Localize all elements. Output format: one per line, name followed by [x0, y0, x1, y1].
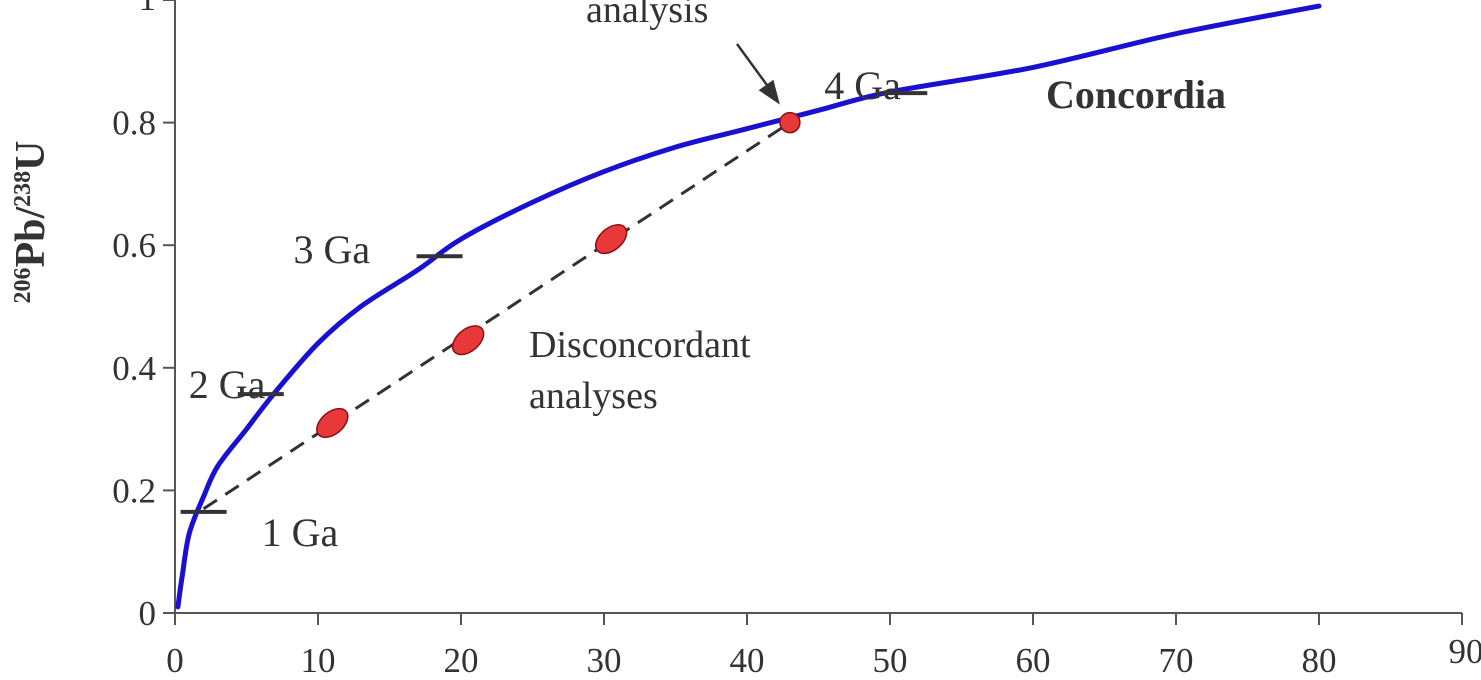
y-tick-label: 0.4	[112, 349, 156, 388]
age-marker-label: 2 Ga	[189, 362, 266, 407]
y-tick-label: 0.2	[112, 471, 156, 510]
x-ticks: 0 10 20 30 40 50 60 70 80 90	[166, 613, 1481, 680]
age-marker-label: 3 Ga	[294, 227, 371, 272]
x-tick-label: 10	[301, 641, 336, 680]
x-tick-label: 90	[1449, 632, 1481, 671]
age-markers: 1 Ga 2 Ga 3 Ga 4 Ga	[180, 63, 928, 555]
arrow-head	[758, 79, 780, 105]
discordant-point	[316, 407, 349, 439]
discordant-label-line2: analyses	[529, 375, 658, 417]
series-layer	[175, 3, 1322, 610]
data-points	[316, 111, 801, 439]
concordant-arrow	[735, 43, 780, 105]
y-tick-label: 1	[139, 0, 157, 18]
discordant-point	[451, 325, 485, 356]
y-axis-label-mass238: 238	[10, 171, 36, 207]
axes	[174, 0, 1462, 614]
x-tick-label: 30	[587, 641, 622, 680]
discordant-point	[594, 224, 628, 255]
concordant-point	[779, 111, 801, 134]
concordant-analysis-label: analysis	[586, 0, 708, 31]
y-axis-label-u: U	[8, 140, 54, 170]
y-tick-label: 0	[139, 594, 157, 633]
x-tick-label: 50	[873, 641, 908, 680]
age-marker-label: 1 Ga	[262, 510, 339, 555]
age-marker-label: 4 Ga	[824, 63, 901, 108]
concordia-curve-label: Concordia	[1046, 72, 1226, 117]
y-tick-label: 0.6	[112, 226, 156, 265]
y-axis-label-mass206: 206	[10, 268, 36, 304]
y-tick-label: 0.8	[112, 104, 156, 143]
concordia-curve	[175, 3, 1322, 610]
discordia-line	[202, 121, 791, 511]
y-ticks: 0 0.2 0.4 0.6 0.8 1	[112, 0, 175, 633]
x-tick-label: 70	[1159, 641, 1194, 680]
x-tick-label: 40	[730, 641, 765, 680]
x-tick-label: 0	[166, 641, 184, 680]
y-axis-label: 206Pb/238U	[8, 140, 54, 303]
discordant-label-line1: Disconcordant	[529, 324, 751, 366]
x-tick-label: 80	[1302, 641, 1337, 680]
x-tick-label: 20	[444, 641, 479, 680]
y-axis-label-pb: Pb/	[8, 206, 54, 268]
x-tick-label: 60	[1016, 641, 1051, 680]
